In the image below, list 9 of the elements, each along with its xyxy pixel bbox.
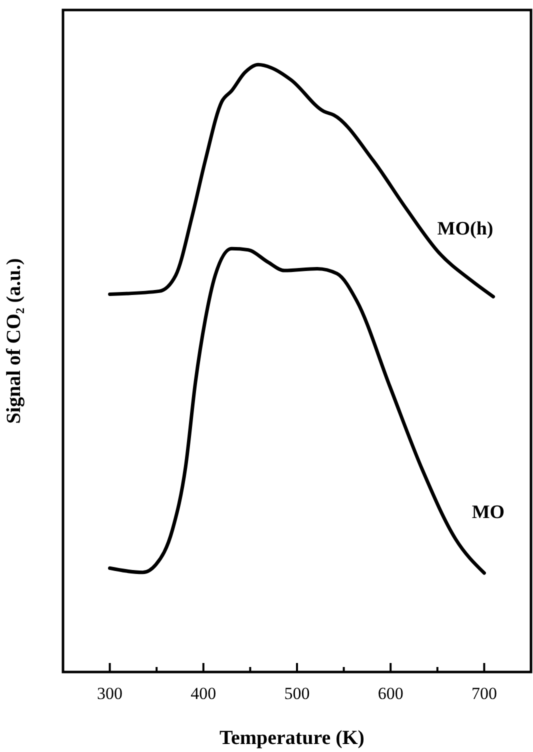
x-tick-label: 600 bbox=[378, 684, 404, 703]
y-axis-title: Signal of CO₂ (a.u.) bbox=[3, 258, 25, 424]
x-tick-label: 500 bbox=[284, 684, 310, 703]
x-tick-label: 700 bbox=[471, 684, 497, 703]
x-tick-label: 400 bbox=[190, 684, 216, 703]
x-axis-title: Temperature (K) bbox=[220, 727, 364, 749]
series-label: MO bbox=[472, 502, 505, 524]
series-label: MO(h) bbox=[437, 218, 494, 240]
x-tick-label: 300 bbox=[97, 684, 123, 703]
